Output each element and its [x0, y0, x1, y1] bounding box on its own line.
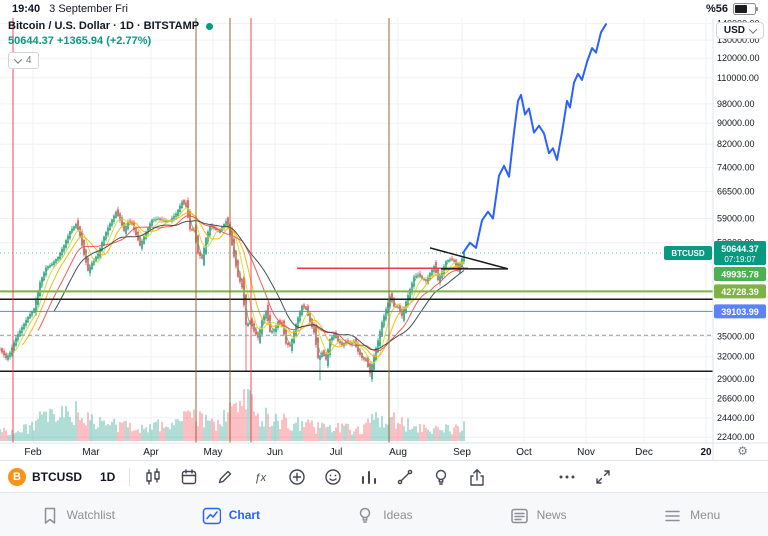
svg-text:07:19:07: 07:19:07	[724, 255, 756, 264]
bottom-navigation: Watchlist Chart Ideas News Menu	[0, 492, 768, 536]
toolbar-divider	[129, 467, 131, 486]
volume-bars-icon[interactable]	[354, 464, 383, 490]
svg-text:BTCUSD: BTCUSD	[671, 249, 705, 258]
chart-toolbar: B BTCUSD 1D ƒx	[0, 460, 768, 492]
svg-text:98000.00: 98000.00	[717, 99, 755, 109]
toolbar-symbol-label: BTCUSD	[32, 469, 82, 484]
draw-pencil-icon[interactable]	[210, 464, 239, 490]
projection-line[interactable]	[462, 23, 607, 254]
svg-text:Oct: Oct	[516, 447, 532, 458]
svg-text:20: 20	[700, 447, 712, 458]
object-count: 4	[26, 55, 32, 66]
nav-label: Ideas	[383, 508, 413, 522]
clock: 19:40	[12, 3, 41, 15]
time-axis[interactable]: Feb Mar Apr May Jun Jul Aug Sep Oct Nov Dec 20	[24, 447, 712, 458]
svg-text:Nov: Nov	[577, 447, 595, 458]
battery-icon	[733, 3, 758, 15]
svg-text:Jun: Jun	[267, 447, 283, 458]
candlestick-layer	[0, 197, 465, 383]
svg-text:50644.37: 50644.37	[721, 244, 759, 254]
nav-chart[interactable]: Chart	[154, 493, 308, 536]
axis-settings-gear-icon[interactable]: ⚙	[737, 444, 748, 458]
nav-ideas[interactable]: Ideas	[307, 493, 461, 536]
svg-text:39103.99: 39103.99	[721, 307, 759, 317]
btc-logo-icon: B	[8, 467, 26, 486]
svg-text:ƒx: ƒx	[254, 472, 266, 484]
svg-text:Feb: Feb	[24, 447, 42, 458]
chart-legend: Bitcoin / U.S. Dollar · 1D · BITSTAMP 50…	[8, 20, 214, 69]
svg-text:66500.00: 66500.00	[717, 187, 755, 197]
svg-text:Aug: Aug	[389, 447, 407, 458]
nav-news[interactable]: News	[461, 493, 615, 536]
svg-text:49935.78: 49935.78	[721, 270, 759, 280]
price-change: +1365.94 (+2.77%)	[56, 35, 152, 47]
nav-menu[interactable]: Menu	[614, 493, 768, 536]
bookmark-icon	[39, 505, 59, 525]
svg-text:130000.00: 130000.00	[717, 35, 760, 45]
nav-label: Chart	[228, 508, 261, 522]
price-chart[interactable]: 140000.00130000.00120000.00110000.009800…	[0, 18, 768, 460]
svg-text:26600.00: 26600.00	[717, 393, 755, 403]
menu-icon	[662, 505, 682, 525]
chart-style-candles-icon[interactable]	[138, 464, 167, 490]
trend-line-icon[interactable]	[390, 464, 419, 490]
status-bar: 19:40 3 September Fri %56	[0, 0, 768, 18]
interval-button[interactable]: 1D	[94, 469, 121, 485]
nav-label: Menu	[690, 508, 721, 522]
ma-ribbon-layer	[3, 203, 465, 369]
share-icon[interactable]	[462, 464, 491, 490]
nav-label: News	[536, 508, 567, 522]
svg-text:29000.00: 29000.00	[717, 374, 755, 384]
svg-text:Mar: Mar	[82, 447, 100, 458]
bulb-icon	[355, 505, 375, 525]
svg-text:Jul: Jul	[330, 447, 343, 458]
add-plus-icon[interactable]	[282, 464, 311, 490]
nav-watchlist[interactable]: Watchlist	[0, 493, 154, 536]
svg-text:Sep: Sep	[453, 447, 471, 458]
svg-text:32000.00: 32000.00	[717, 352, 755, 362]
last-price-badge	[714, 241, 766, 265]
currency-toggle-button[interactable]: USD	[715, 22, 764, 39]
status-date: 3 September Fri	[49, 3, 129, 15]
vertical-lines-layer[interactable]	[12, 18, 390, 443]
emoji-icon[interactable]	[318, 464, 347, 490]
svg-text:22400.00: 22400.00	[717, 432, 755, 442]
indicators-fx-icon[interactable]: ƒx	[246, 464, 275, 490]
battery-percent: %56	[705, 3, 728, 15]
last-price: 50644.37	[8, 35, 54, 47]
grid-layer	[0, 18, 713, 443]
svg-text:82000.00: 82000.00	[717, 139, 755, 149]
svg-text:74000.00: 74000.00	[717, 162, 755, 172]
chart-icon	[201, 505, 221, 525]
volume-layer	[0, 389, 465, 441]
chart-area[interactable]: 140000.00130000.00120000.00110000.009800…	[0, 18, 768, 460]
svg-text:59000.00: 59000.00	[717, 214, 755, 224]
toolbar-symbol-button[interactable]: B BTCUSD	[8, 467, 82, 486]
market-status-dot	[206, 22, 214, 30]
svg-text:120000.00: 120000.00	[717, 53, 760, 63]
currency-label: USD	[723, 25, 745, 36]
svg-text:May: May	[204, 447, 223, 458]
compare-calendar-icon[interactable]	[174, 464, 203, 490]
svg-text:Dec: Dec	[635, 447, 653, 458]
svg-text:42728.39: 42728.39	[721, 287, 759, 297]
horizontal-lines-layer[interactable]	[0, 247, 713, 373]
svg-text:24400.00: 24400.00	[717, 413, 755, 423]
fullscreen-icon[interactable]	[588, 464, 617, 490]
price-readout: 50644.37 +1365.94 (+2.77%)	[8, 35, 213, 47]
svg-text:Apr: Apr	[143, 447, 159, 458]
svg-text:35000.00: 35000.00	[717, 331, 755, 341]
svg-text:110000.00: 110000.00	[717, 73, 759, 83]
legend-collapse-button[interactable]: 4	[8, 52, 39, 69]
nav-label: Watchlist	[66, 508, 115, 522]
news-icon	[509, 505, 529, 525]
more-options-icon[interactable]	[552, 464, 581, 490]
idea-bulb-icon[interactable]	[426, 464, 455, 490]
svg-text:90000.00: 90000.00	[717, 118, 755, 128]
symbol-title[interactable]: Bitcoin / U.S. Dollar · 1D · BITSTAMP	[8, 20, 200, 32]
chevron-down-icon	[13, 54, 23, 64]
chevron-down-icon	[748, 24, 758, 34]
